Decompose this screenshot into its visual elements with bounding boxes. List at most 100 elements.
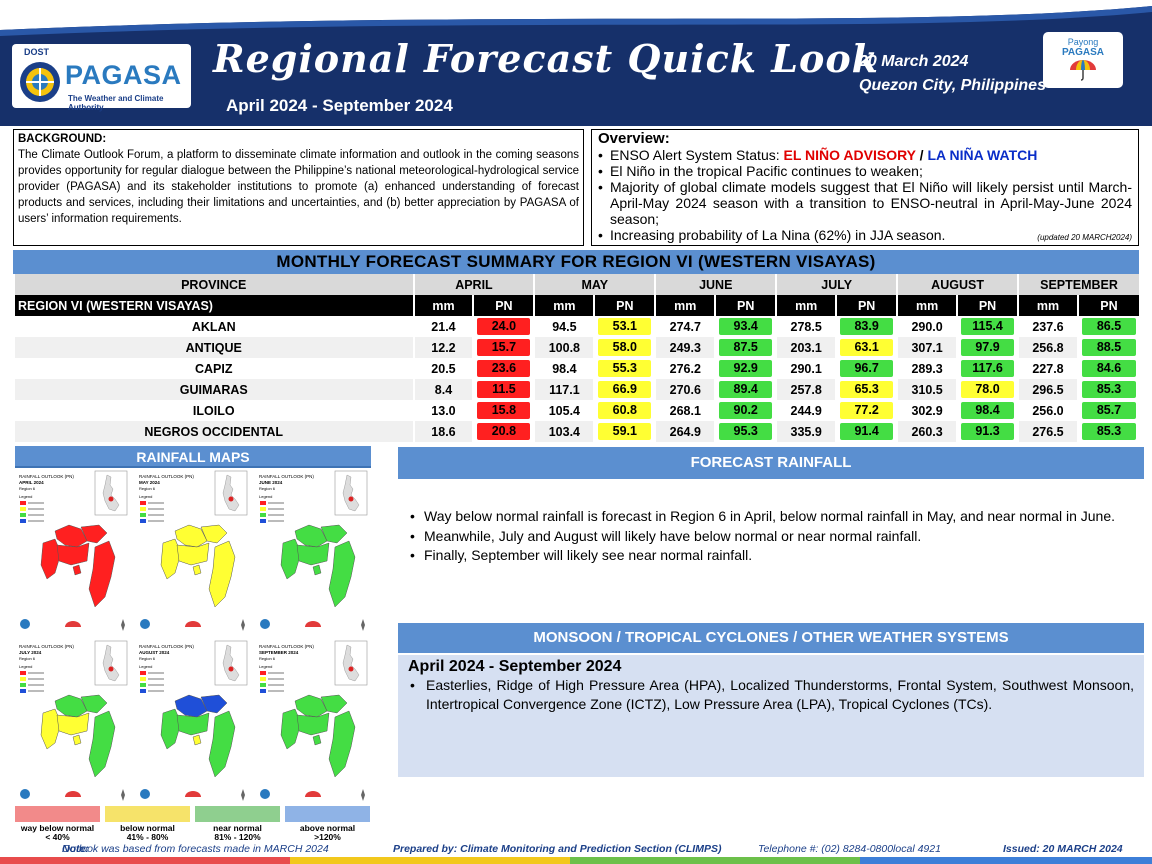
mm-value: 249.3 [654,337,716,358]
map-region: Region 6 [19,656,36,661]
overview-item: Increasing probability of La Nina (62%) … [598,227,1132,243]
map-legend-line [268,690,284,692]
province-name: ILOILO [13,400,414,421]
table-row: NEGROS OCCIDENTAL 18.6 20.8 103.4 59.1 264.9 9… [13,421,1139,442]
province-shape [72,734,82,746]
map-legend-swatch [260,519,266,523]
month-header: JUNE [654,274,777,295]
pn-cell: 15.8 [472,400,535,421]
mm-value: 274.7 [654,316,716,337]
map-legend-line [28,672,44,674]
mm-value: 94.5 [533,316,595,337]
forecast-rainfall-list: Way below normal rainfall is forecast in… [408,507,1135,566]
pn-cell: 85.3 [1076,379,1139,400]
table-row: GUIMARAS 8.4 11.5 117.1 66.9 270.6 89.4 257.8 65… [13,379,1139,400]
province-shape [160,708,182,750]
background-panel: BACKGROUND: The Climate Outlook Forum, a… [13,129,584,246]
map-heading: RAINFALL OUTLOOK (PN) [139,644,194,649]
legend-item: below normal 41% - 80% [105,806,190,842]
month-header: AUGUST [896,274,1019,295]
pagasa-small-logo-icon [140,789,150,799]
mm-value: 8.4 [412,379,474,400]
map-legend-title: Legend [259,494,272,499]
province-shape [296,712,330,736]
map-legend-line [148,502,164,504]
header-wave-decoration [0,0,1152,36]
pn-value: 84.6 [1081,360,1136,377]
overview-item-text: Increasing probability of La Nina (62%) … [610,227,946,243]
map-month: JUNE 2024 [259,480,283,485]
map-legend-swatch [260,683,266,687]
overview-title: Overview: [598,130,670,147]
pn-cell: 88.5 [1076,337,1139,358]
map-month: AUGUST 2024 [139,650,170,655]
province-shape [176,542,210,566]
map-heading: RAINFALL OUTLOOK (PN) [19,644,74,649]
monsoon-title: MONSOON / TROPICAL CYCLONES / OTHER WEAT… [398,623,1144,653]
map-region: Region 6 [139,486,156,491]
overview-item: El Niño in the tropical Pacific continue… [598,163,1132,179]
mm-value: 296.5 [1017,379,1078,400]
map-legend-swatch [20,671,26,675]
mm-value: 270.6 [654,379,716,400]
mm-header: mm [775,295,837,316]
province-shape [40,538,62,580]
legend-range: >120% [314,832,341,842]
legend-label: near normal [213,823,262,833]
province-shape [208,540,236,608]
pagasa-logo: DOST PAGASA The Weather and Climate Auth… [12,44,191,112]
mm-header: mm [412,295,474,316]
province-name: GUIMARAS [13,379,414,400]
province-shape [296,542,330,566]
compass-icon [241,619,245,631]
map-region: Region 6 [259,656,276,661]
province-shape [88,540,116,608]
province-shape [160,538,182,580]
pn-value: 85.7 [1081,402,1136,419]
pn-cell: 115.4 [956,316,1019,337]
map-legend-line [28,678,44,680]
payong-line2: PAGASA [1061,47,1105,58]
map-legend-swatch [140,501,146,505]
monsoon-panel: April 2024 - September 2024 Easterlies, … [398,655,1144,777]
legend-range: 41% - 80% [126,832,169,842]
legend-label: below normal [120,823,175,833]
mm-value: 100.8 [533,337,595,358]
pn-cell: 20.8 [472,421,535,442]
philippines-outline [222,474,240,512]
umbrella-icon [65,791,81,797]
month-header: APRIL [412,274,535,295]
region-marker [228,666,234,672]
map-legend-swatch [140,513,146,517]
map-legend-line [268,678,284,680]
mm-value: 276.5 [1017,421,1078,442]
forecast-rainfall-item: Way below normal rainfall is forecast in… [408,507,1135,527]
legend-label: above normal [299,823,356,833]
map-legend-swatch [140,677,146,681]
map-legend-line [268,520,284,522]
table-row: CAPIZ 20.5 23.6 98.4 55.3 276.2 92.9 290.1 96.7 2… [13,358,1139,379]
rainfall-map: RAINFALL OUTLOOK (PN) MAY 2024 Region 6 Leg… [135,469,251,634]
pn-value: 88.5 [1081,339,1136,356]
map-month: SEPTEMBER 2024 [259,650,299,655]
pn-value: 85.3 [1081,423,1136,440]
dost-label: DOST [24,47,50,57]
pn-value: 115.4 [961,318,1015,335]
map-legend-line [268,684,284,686]
map-month: MAY 2024 [139,480,160,485]
legend-range: < 40% [45,832,70,842]
mm-value: 227.8 [1017,358,1078,379]
pn-cell: 63.1 [835,337,898,358]
pn-value: 95.3 [719,423,773,440]
mm-value: 335.9 [775,421,837,442]
province-shape [56,542,90,566]
footer-prepared: Prepared by: Climate Monitoring and Pred… [393,843,722,855]
rainfall-legend: way below normal < 40% below normal 41% - 8… [15,806,371,846]
footer-issued: Issued: 20 MARCH 2024 [1003,843,1123,855]
pn-cell: 55.3 [593,358,656,379]
pn-value: 85.3 [1081,381,1136,398]
pn-cell: 86.5 [1076,316,1139,337]
philippines-outline [222,644,240,682]
